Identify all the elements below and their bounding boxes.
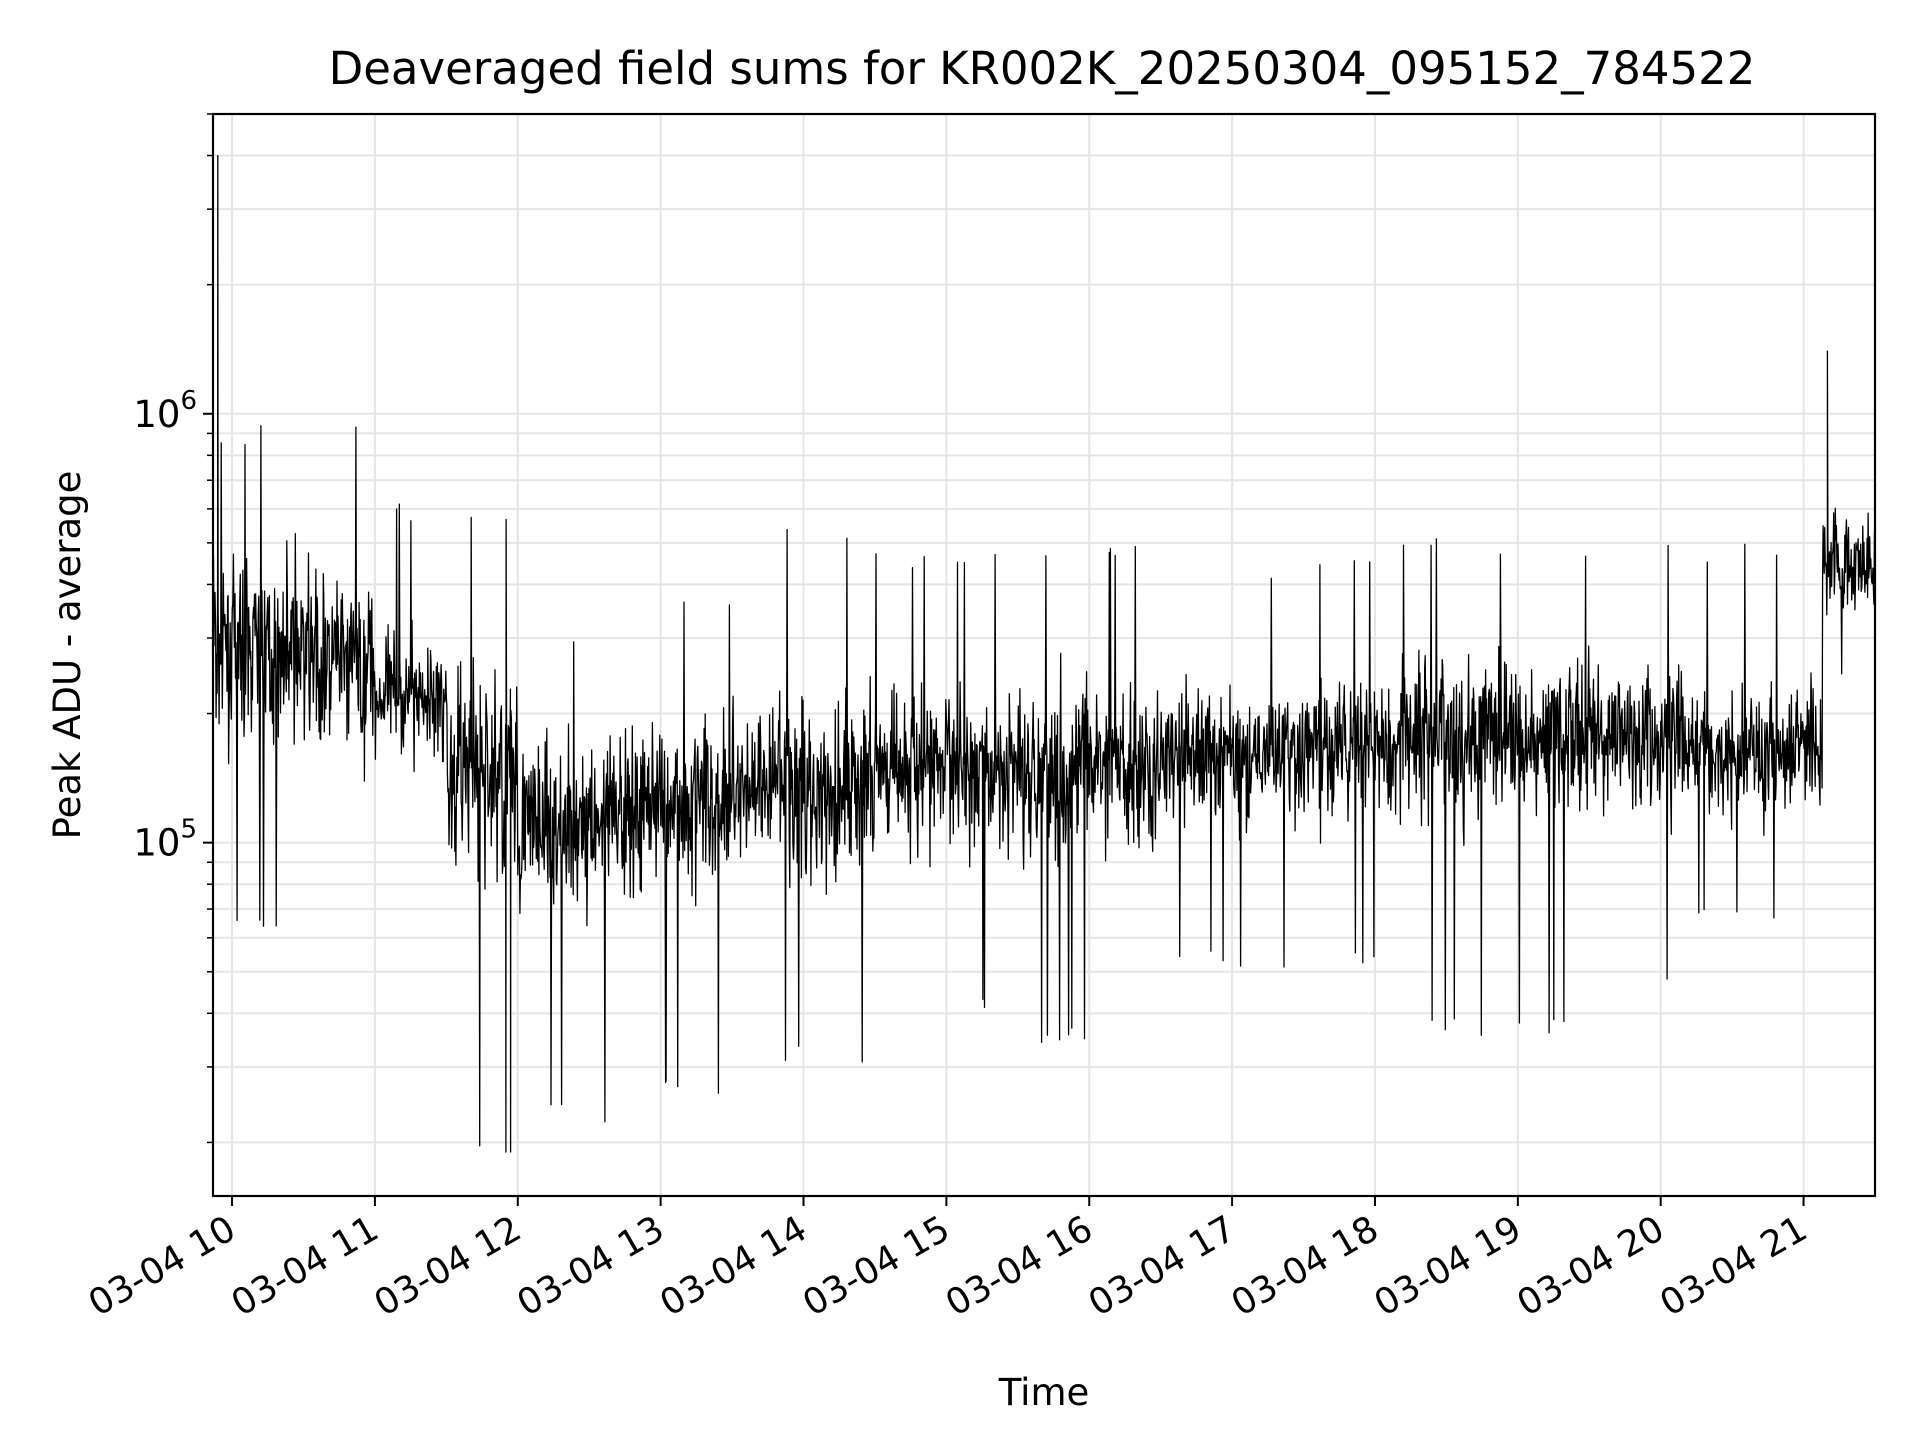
y-tick-label: 105 [133,815,197,865]
x-axis-label: Time [998,1371,1090,1414]
y-tick-label: 106 [133,386,197,436]
plot-background [213,114,1875,1196]
y-axis-label: Peak ADU - average [46,471,89,840]
plot-frame [211,112,1877,1198]
chart-title: Deaveraged field sums for KR002K_2025030… [329,42,1756,95]
plot-area [211,112,1877,1198]
series-trace [213,154,1875,1153]
series-line [213,154,1875,1153]
y-axis: 105 106 [133,113,213,1144]
